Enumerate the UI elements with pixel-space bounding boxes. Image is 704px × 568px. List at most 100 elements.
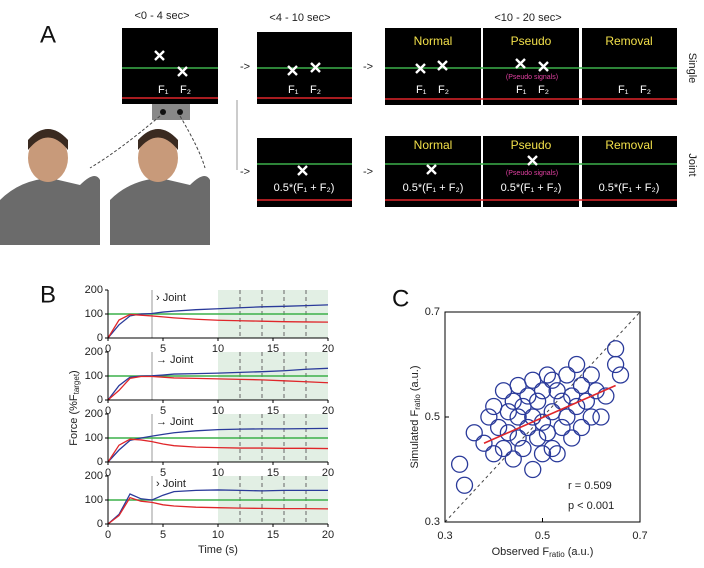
point	[525, 462, 541, 478]
point	[535, 383, 551, 399]
figure: A B C <0 - 4 sec> <4 - 10 sec> <10 - 20 …	[0, 0, 704, 568]
point	[569, 357, 585, 373]
point	[510, 409, 526, 425]
condition: Removal	[605, 34, 652, 48]
condition: Normal	[414, 34, 453, 48]
y-tick-label: 0	[97, 518, 103, 530]
point	[515, 441, 531, 457]
point	[486, 399, 502, 415]
point	[510, 430, 526, 446]
annotation: › Joint	[156, 478, 186, 490]
y-axis-label: Force (%Ftarget)	[68, 370, 81, 445]
y-tick-label: 100	[85, 494, 103, 506]
arrow: ->	[240, 61, 250, 73]
point	[496, 383, 512, 399]
f2: F₂	[310, 84, 321, 96]
point	[608, 357, 624, 373]
point	[608, 341, 624, 357]
f2: F₂	[438, 84, 449, 96]
point	[457, 477, 473, 493]
point	[535, 414, 551, 430]
point	[593, 409, 609, 425]
row-label: Joint	[686, 153, 698, 176]
joint-formula: 0.5*(F₁ + F₂)	[501, 182, 562, 194]
point	[525, 372, 541, 388]
y-tick-label: 100	[85, 370, 103, 382]
x-axis-label: Time (s)	[198, 544, 238, 556]
point	[452, 456, 468, 472]
annotation: › Joint	[156, 292, 186, 304]
point	[520, 388, 536, 404]
page: {"panel_labels":["A","B","C"], "panel_a"…	[0, 0, 704, 568]
point	[500, 404, 516, 420]
point	[481, 409, 497, 425]
y-tick-label: 200	[85, 346, 103, 358]
x-tick-label: 15	[267, 529, 279, 541]
joint-formula: 0.5*(F₁ + F₂)	[274, 182, 335, 194]
y-tick-label: 0	[97, 456, 103, 468]
y-tick-label: 0.5	[425, 411, 440, 423]
point	[549, 446, 565, 462]
point	[544, 441, 560, 457]
point	[544, 372, 560, 388]
time-label: <4 - 10 sec>	[269, 12, 330, 24]
point	[539, 367, 555, 383]
x-axis-label: Observed Fratio (a.u.)	[492, 546, 594, 559]
point	[554, 420, 570, 436]
point	[505, 451, 521, 467]
point	[530, 430, 546, 446]
point	[574, 420, 590, 436]
point	[505, 393, 521, 409]
annotation: → Joint	[156, 354, 193, 366]
stat-annotation: p < 0.001	[568, 500, 614, 512]
f1: F₁	[416, 84, 427, 96]
y-tick-label: 0.7	[425, 306, 440, 318]
time-label: <0 - 4 sec>	[134, 10, 189, 22]
joint-formula: 0.5*(F₁ + F₂)	[599, 182, 660, 194]
point	[486, 446, 502, 462]
label-part: Simulated F	[409, 410, 421, 469]
point	[559, 409, 575, 425]
condition: Pseudo	[511, 138, 552, 152]
point	[530, 393, 546, 409]
condition: Normal	[414, 138, 453, 152]
condition: Removal	[605, 138, 652, 152]
y-tick-label: 100	[85, 432, 103, 444]
pseudo-note: (Pseudo signals)	[506, 74, 558, 81]
point	[613, 367, 629, 383]
stat-annotation: r = 0.509	[568, 480, 612, 492]
y-tick-label: 200	[85, 408, 103, 420]
arrow: ->	[363, 166, 373, 178]
x-tick-label: 10	[212, 529, 224, 541]
point	[491, 420, 507, 436]
y-tick-label: 0.3	[425, 516, 440, 528]
time-label: <10 - 20 sec>	[494, 12, 561, 24]
panel-label: A	[40, 21, 56, 48]
label-part: (a.u.)	[409, 366, 421, 395]
arrow: ->	[363, 61, 373, 73]
x-tick-label: 20	[322, 529, 334, 541]
joint-formula: 0.5*(F₁ + F₂)	[403, 182, 464, 194]
f1: F₁	[618, 84, 629, 96]
x-tick-label: 5	[160, 529, 166, 541]
f1: F₁	[158, 84, 169, 96]
point	[515, 399, 531, 415]
x-tick-label: 0	[105, 529, 111, 541]
f2: F₂	[538, 84, 549, 96]
point	[510, 378, 526, 394]
point	[549, 383, 565, 399]
f1: F₁	[288, 84, 299, 96]
arrow: ->	[240, 166, 250, 178]
point	[583, 367, 599, 383]
f2: F₂	[180, 84, 191, 96]
point	[564, 430, 580, 446]
y-tick-label: 200	[85, 470, 103, 482]
point	[583, 409, 599, 425]
annotation: → Joint	[156, 416, 193, 428]
x-tick-label: 0.5	[535, 530, 550, 542]
panel-label: B	[40, 281, 56, 308]
x-tick-label: 0.3	[437, 530, 452, 542]
y-axis-label: Simulated Fratio (a.u.)	[409, 366, 422, 469]
condition: Pseudo	[511, 34, 552, 48]
point	[539, 425, 555, 441]
